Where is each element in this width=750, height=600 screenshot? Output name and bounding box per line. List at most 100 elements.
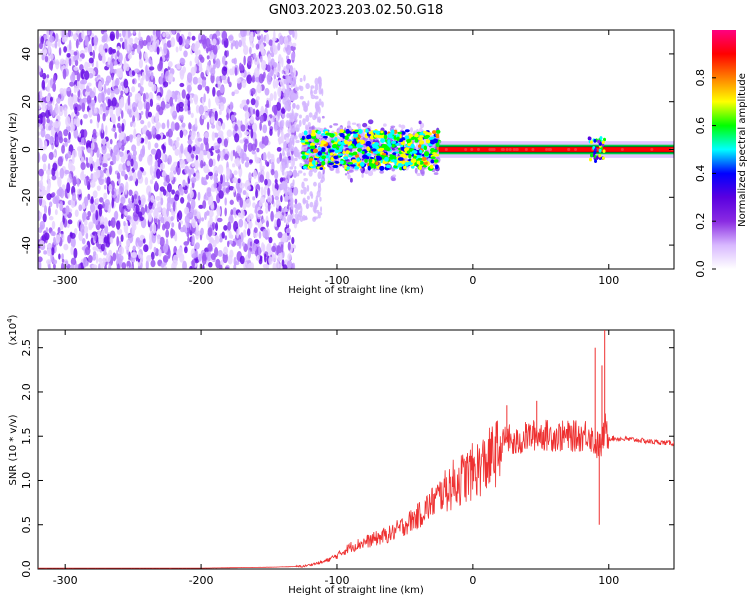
spectral-noise-blob (285, 133, 290, 138)
spectral-noise-blob (44, 133, 51, 140)
spectral-noise-blob (260, 42, 264, 52)
spectral-noise-blob (281, 151, 285, 157)
spectral-noise-blob (125, 231, 129, 238)
spectral-noise-blob (184, 206, 190, 215)
spectral-cluster-core (325, 132, 332, 136)
spectral-disturbance (589, 140, 593, 144)
spectral-cluster-core (430, 159, 435, 164)
spectral-cluster-core (322, 141, 327, 144)
spectral-noise-blob (119, 151, 124, 158)
spectral-noise-blob (88, 73, 94, 79)
spectral-noise-blob (256, 30, 260, 34)
spectral-noise-blob (49, 215, 54, 221)
spectral-noise-blob (45, 227, 49, 233)
spectral-noise-blob (126, 204, 132, 210)
spectral-noise-blob (140, 86, 144, 93)
carrier-peak (650, 148, 654, 151)
spectral-cluster-core (407, 142, 412, 147)
spectral-noise-blob (250, 31, 254, 37)
spectral-noise-blob (48, 151, 54, 161)
spectral-noise-blob (220, 150, 224, 158)
spectral-noise-blob (137, 100, 143, 111)
spectral-noise-blob (320, 176, 325, 183)
spectral-cluster-core (423, 145, 428, 151)
spectral-noise-blob (174, 93, 178, 103)
spectral-cluster-core (419, 160, 424, 165)
spectral-noise-blob (102, 154, 108, 165)
spectral-noise-blob (304, 200, 309, 204)
spectral-noise-blob (223, 246, 229, 256)
spectral-noise-blob (190, 112, 194, 119)
spectral-noise-blob (281, 57, 284, 68)
spectral-noise-blob (116, 50, 120, 58)
spectral-noise-blob (131, 86, 136, 93)
spectral-noise-blob (303, 105, 309, 113)
spectral-noise-blob (84, 246, 91, 256)
spectral-disturbance (597, 139, 601, 144)
y-tick-label: 0.0 (20, 560, 33, 578)
spectral-noise-blob (179, 129, 184, 139)
spectral-noise-blob (314, 95, 319, 100)
spectral-cluster-core (320, 147, 326, 153)
spectral-noise-blob (132, 245, 136, 252)
spectral-noise-blob (202, 76, 207, 81)
spectral-noise-blob (284, 43, 288, 48)
spectral-cluster-core (375, 161, 379, 166)
spectral-cluster-halo (337, 126, 343, 130)
spectral-noise-blob (215, 58, 221, 69)
spectral-noise-blob (38, 119, 43, 124)
spectral-noise-blob (319, 196, 322, 202)
spectral-cluster-core (430, 147, 436, 153)
spectral-noise-blob (86, 175, 89, 187)
spectral-noise-blob (52, 263, 56, 269)
spectral-noise-blob (103, 184, 107, 190)
spectral-noise-blob (194, 50, 199, 57)
spectral-noise-blob (121, 110, 124, 119)
spectral-noise-blob (170, 121, 176, 132)
spectral-noise-blob (145, 64, 148, 75)
spectral-noise-blob (170, 207, 174, 216)
spectral-noise-blob (209, 215, 213, 226)
spectral-noise-blob (263, 135, 269, 146)
spectral-noise-blob (130, 121, 133, 127)
spectral-noise-blob (268, 256, 273, 265)
spectral-noise-blob (292, 102, 296, 109)
spectral-cluster-core (339, 129, 344, 133)
spectral-cluster-halo (348, 127, 353, 132)
spectral-noise-blob (140, 77, 144, 86)
spectral-noise-blob (274, 170, 279, 180)
spectral-noise-blob (136, 112, 140, 122)
spectral-noise-blob (233, 256, 237, 267)
spectral-cluster-core (340, 144, 344, 149)
spectral-cluster-core (343, 156, 349, 160)
spectral-noise-blob (264, 253, 267, 263)
spectral-cluster-halo (357, 123, 362, 129)
spectral-noise-blob (84, 35, 88, 47)
spectral-noise-blob (290, 119, 293, 123)
x-tick-label: 100 (598, 574, 619, 587)
carrier-peak (620, 148, 624, 151)
spectral-noise-blob (246, 228, 251, 237)
spectral-noise-blob (99, 197, 104, 203)
spectral-noise-blob (281, 233, 288, 243)
spectral-noise-blob (278, 136, 282, 145)
spectral-noise-blob (52, 82, 57, 92)
spectral-noise-blob (206, 251, 212, 262)
spectral-noise-blob (131, 144, 137, 152)
spectral-noise-blob (95, 209, 99, 221)
spectral-cluster-halo (339, 163, 343, 167)
spectral-cluster-core (366, 146, 371, 152)
spectral-noise-blob (223, 225, 228, 231)
spectral-noise-blob (179, 82, 185, 88)
colorbar-tick-label: 0.2 (694, 212, 707, 230)
spectral-noise-blob (257, 209, 264, 215)
spectral-cluster-core (406, 138, 412, 143)
spectral-cluster-halo (347, 120, 351, 127)
spectral-noise-blob (285, 44, 292, 56)
spectral-noise-blob (268, 39, 274, 46)
spectral-noise-blob (317, 211, 323, 216)
spectral-noise-blob (147, 155, 153, 166)
spectral-noise-blob (223, 138, 229, 148)
spectral-noise-blob (100, 49, 106, 57)
